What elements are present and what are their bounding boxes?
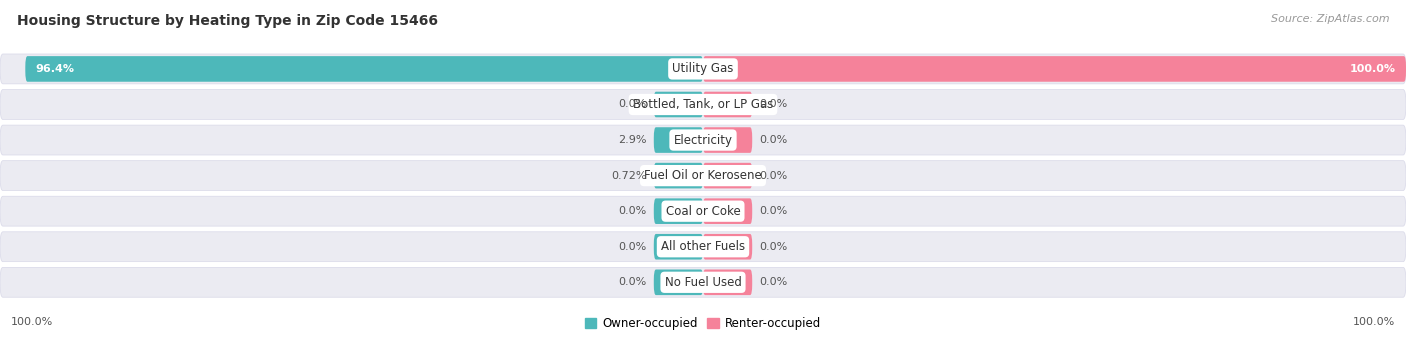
FancyBboxPatch shape bbox=[703, 198, 752, 224]
Text: 0.0%: 0.0% bbox=[619, 242, 647, 252]
Text: 0.0%: 0.0% bbox=[759, 206, 787, 216]
FancyBboxPatch shape bbox=[703, 163, 752, 189]
Text: 100.0%: 100.0% bbox=[1353, 317, 1395, 327]
Text: 0.0%: 0.0% bbox=[759, 277, 787, 287]
Text: 0.0%: 0.0% bbox=[759, 170, 787, 181]
Text: 0.0%: 0.0% bbox=[759, 100, 787, 109]
FancyBboxPatch shape bbox=[654, 269, 703, 295]
Text: 0.72%: 0.72% bbox=[612, 170, 647, 181]
FancyBboxPatch shape bbox=[0, 54, 1406, 84]
FancyBboxPatch shape bbox=[703, 234, 752, 260]
Text: 100.0%: 100.0% bbox=[1350, 64, 1395, 74]
Text: 100.0%: 100.0% bbox=[11, 317, 53, 327]
Text: Coal or Coke: Coal or Coke bbox=[665, 205, 741, 218]
Text: No Fuel Used: No Fuel Used bbox=[665, 276, 741, 289]
FancyBboxPatch shape bbox=[0, 161, 1406, 191]
FancyBboxPatch shape bbox=[654, 127, 703, 153]
Text: 0.0%: 0.0% bbox=[759, 135, 787, 145]
Text: 0.0%: 0.0% bbox=[619, 277, 647, 287]
FancyBboxPatch shape bbox=[703, 127, 752, 153]
Text: 0.0%: 0.0% bbox=[759, 242, 787, 252]
FancyBboxPatch shape bbox=[0, 196, 1406, 226]
Text: Source: ZipAtlas.com: Source: ZipAtlas.com bbox=[1271, 14, 1389, 24]
Text: Utility Gas: Utility Gas bbox=[672, 62, 734, 75]
FancyBboxPatch shape bbox=[0, 125, 1406, 155]
Text: Housing Structure by Heating Type in Zip Code 15466: Housing Structure by Heating Type in Zip… bbox=[17, 14, 437, 28]
Text: All other Fuels: All other Fuels bbox=[661, 240, 745, 253]
FancyBboxPatch shape bbox=[0, 267, 1406, 297]
Text: Fuel Oil or Kerosene: Fuel Oil or Kerosene bbox=[644, 169, 762, 182]
FancyBboxPatch shape bbox=[654, 198, 703, 224]
Text: 2.9%: 2.9% bbox=[619, 135, 647, 145]
FancyBboxPatch shape bbox=[25, 56, 703, 82]
FancyBboxPatch shape bbox=[654, 234, 703, 260]
Legend: Owner-occupied, Renter-occupied: Owner-occupied, Renter-occupied bbox=[579, 313, 827, 335]
FancyBboxPatch shape bbox=[703, 56, 1406, 82]
Text: 0.0%: 0.0% bbox=[619, 206, 647, 216]
FancyBboxPatch shape bbox=[703, 92, 752, 117]
FancyBboxPatch shape bbox=[654, 92, 703, 117]
FancyBboxPatch shape bbox=[703, 269, 752, 295]
Text: 96.4%: 96.4% bbox=[35, 64, 75, 74]
FancyBboxPatch shape bbox=[0, 90, 1406, 119]
Text: Bottled, Tank, or LP Gas: Bottled, Tank, or LP Gas bbox=[633, 98, 773, 111]
FancyBboxPatch shape bbox=[0, 232, 1406, 262]
FancyBboxPatch shape bbox=[654, 163, 703, 189]
Text: 0.0%: 0.0% bbox=[619, 100, 647, 109]
Text: Electricity: Electricity bbox=[673, 134, 733, 147]
